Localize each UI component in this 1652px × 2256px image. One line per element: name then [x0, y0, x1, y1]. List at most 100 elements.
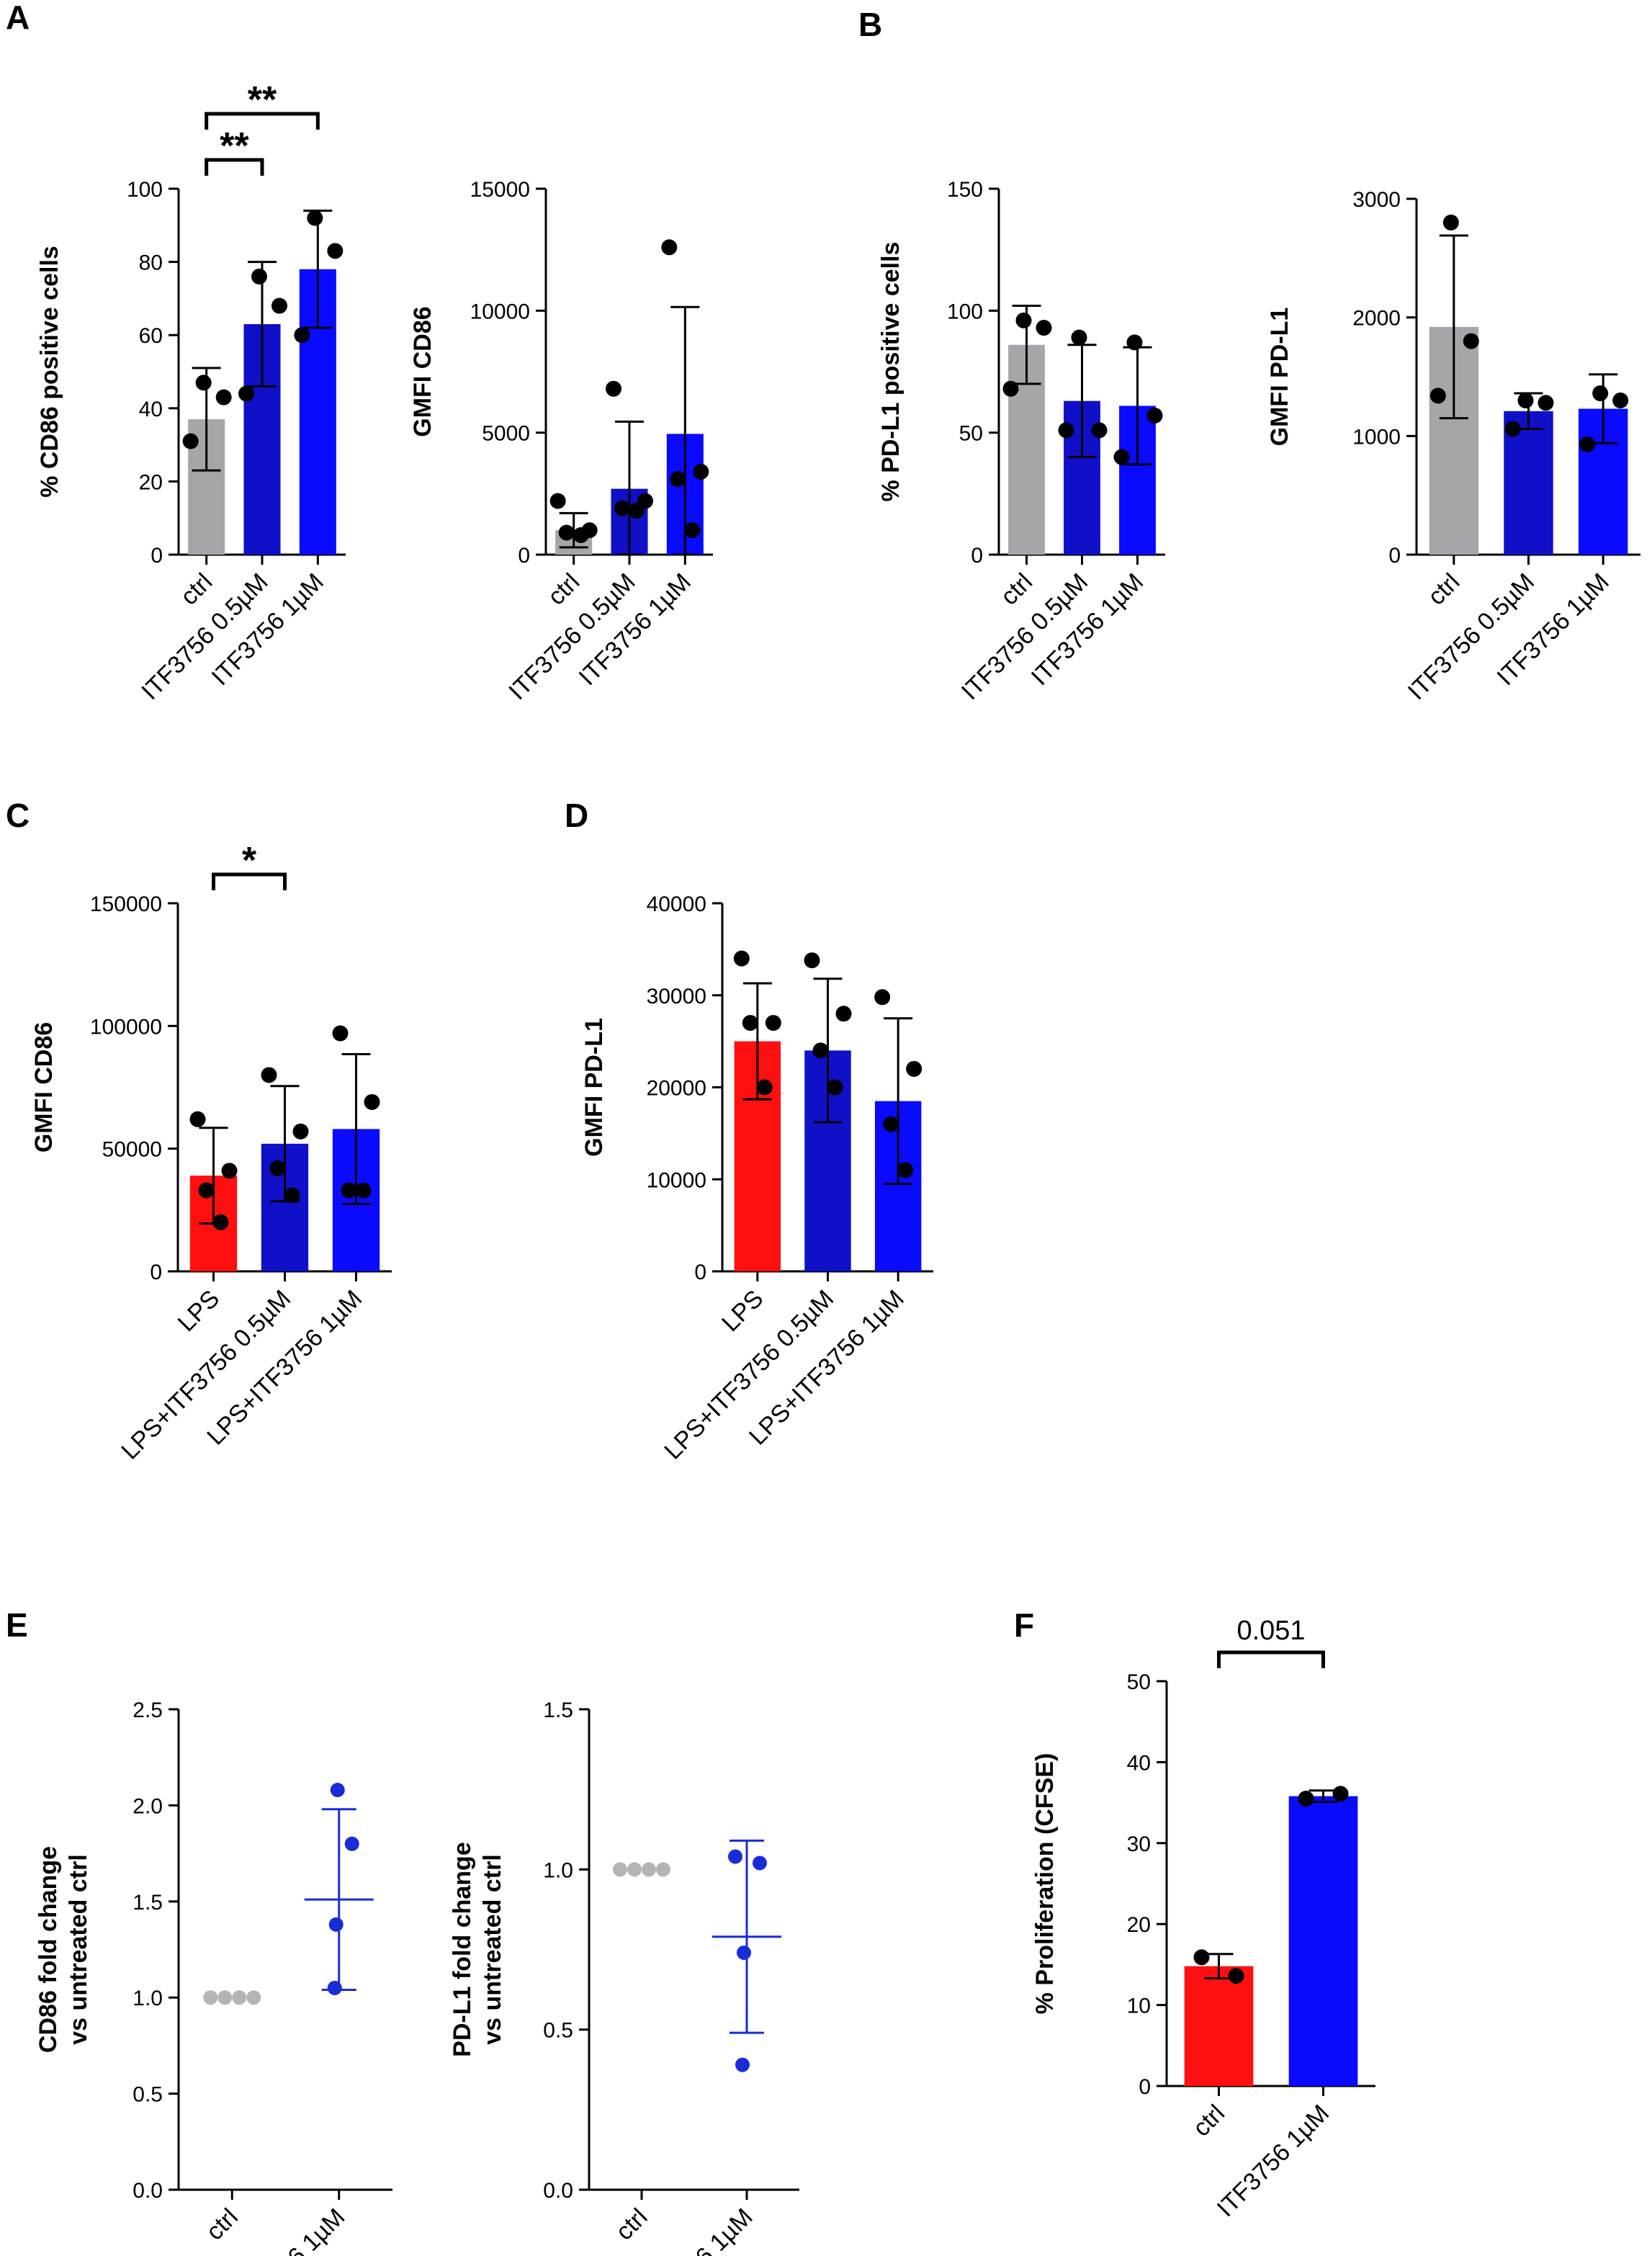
y-tick-label: 80 — [139, 251, 163, 275]
data-point — [327, 1980, 342, 1995]
data-point — [642, 1862, 656, 1877]
y-tick-label: 15000 — [470, 178, 530, 202]
data-point — [693, 463, 709, 480]
data-point — [1015, 312, 1032, 328]
data-point — [613, 1862, 627, 1877]
data-point — [733, 950, 750, 967]
x-category-label: ITF3756 1µM — [1212, 2100, 1334, 2222]
significance-bracket — [1217, 1650, 1325, 1668]
data-point — [742, 1015, 758, 1031]
bar — [1184, 1966, 1254, 2086]
data-point — [606, 380, 621, 397]
data-point — [897, 1162, 914, 1178]
data-point — [1612, 392, 1629, 408]
y-tick-label: 2.5 — [133, 1698, 163, 1722]
chart-pdl1-fold-change: 0.0 0.5 1.0 1.5 PD-L1 fold change vs untreate… — [449, 1698, 799, 2256]
data-point — [1228, 1968, 1244, 1984]
y-tick-label: 10 — [1127, 1995, 1151, 2018]
chart-cd86-fold-change: 0.0 0.5 1.0 1.5 2.0 2.5 CD86 fold change vs unt… — [35, 1698, 392, 2256]
y-axis-label-line2: vs untreated ctrl — [65, 1854, 92, 2045]
data-point — [728, 1849, 742, 1864]
y-tick-label: 40 — [139, 398, 163, 421]
y-tick-label: 10000 — [470, 300, 530, 323]
data-point — [203, 1990, 218, 2005]
data-point — [212, 1214, 229, 1230]
data-point — [1058, 422, 1074, 439]
data-point — [1036, 320, 1052, 336]
data-point — [1146, 407, 1163, 424]
y-tick-label: 50 — [959, 422, 983, 446]
y-tick-label: 20 — [1127, 1913, 1151, 1937]
x-category-label: ctrl — [995, 568, 1038, 611]
data-point — [327, 243, 344, 259]
data-point — [661, 239, 678, 256]
data-point — [735, 2057, 750, 2072]
data-point — [341, 1182, 357, 1199]
x-category-label: ctrl — [201, 2203, 243, 2246]
panel-label-B: B — [858, 6, 882, 43]
y-axis-label: CD86 fold change — [35, 1846, 62, 2053]
data-point — [629, 503, 645, 519]
data-point — [294, 327, 310, 344]
x-category-label: LPS — [717, 1285, 768, 1337]
data-point — [1463, 333, 1479, 349]
data-point — [1429, 388, 1446, 404]
y-tick-label: 100 — [947, 300, 983, 323]
data-point — [1193, 1949, 1210, 1966]
y-tick-label: 100000 — [90, 1015, 162, 1039]
data-point — [737, 1945, 751, 1960]
data-point — [198, 1182, 215, 1199]
data-point — [1298, 1790, 1314, 1807]
data-point — [1517, 392, 1534, 408]
data-point — [614, 500, 630, 516]
panel-label-C: C — [6, 797, 30, 834]
data-point — [355, 1182, 372, 1199]
data-point — [684, 522, 701, 539]
y-tick-label: 50 — [1127, 1670, 1151, 1694]
data-point — [195, 375, 212, 391]
y-tick-label: 0.5 — [133, 2083, 163, 2107]
y-tick-label: 0 — [1139, 2075, 1151, 2099]
x-category-label: ctrl — [542, 568, 585, 611]
data-point — [217, 1990, 233, 2005]
y-tick-label: 20000 — [647, 1077, 706, 1101]
data-point — [292, 1123, 309, 1140]
data-point — [328, 1917, 344, 1932]
y-tick-label: 1.0 — [133, 1987, 163, 2010]
significance-bracket — [205, 158, 264, 176]
data-point — [284, 1187, 300, 1204]
data-point — [271, 297, 287, 314]
y-axis-label: % PD-L1 positive cells — [877, 242, 904, 502]
y-tick-label: 60 — [139, 324, 163, 348]
y-tick-label: 3000 — [1352, 188, 1401, 212]
y-tick-label: 30000 — [647, 985, 706, 1008]
data-point — [804, 952, 820, 969]
data-point — [1113, 449, 1130, 465]
data-point — [874, 989, 891, 1006]
x-category-label: ctrl — [175, 568, 217, 611]
data-point — [1537, 395, 1554, 411]
data-point — [364, 1093, 380, 1110]
y-axis-label: % Proliferation (CFSE) — [1031, 1753, 1059, 2015]
y-tick-label: 0.5 — [543, 2019, 573, 2043]
y-axis-label: GMFI PD-L1 — [580, 1018, 608, 1157]
y-tick-label: 0 — [971, 544, 983, 568]
data-point — [238, 385, 254, 402]
x-category-label: ctrl — [1423, 568, 1465, 611]
data-point — [182, 433, 199, 449]
bar — [1288, 1796, 1358, 2086]
significance-label: * — [242, 840, 257, 882]
y-tick-label: 150000 — [90, 892, 162, 916]
data-point — [573, 527, 589, 543]
y-tick-label: 50000 — [102, 1138, 162, 1162]
y-tick-label: 40 — [1127, 1751, 1151, 1775]
data-point — [812, 1042, 829, 1059]
data-point — [344, 1836, 359, 1851]
data-point — [765, 1015, 781, 1031]
data-point — [215, 389, 232, 406]
